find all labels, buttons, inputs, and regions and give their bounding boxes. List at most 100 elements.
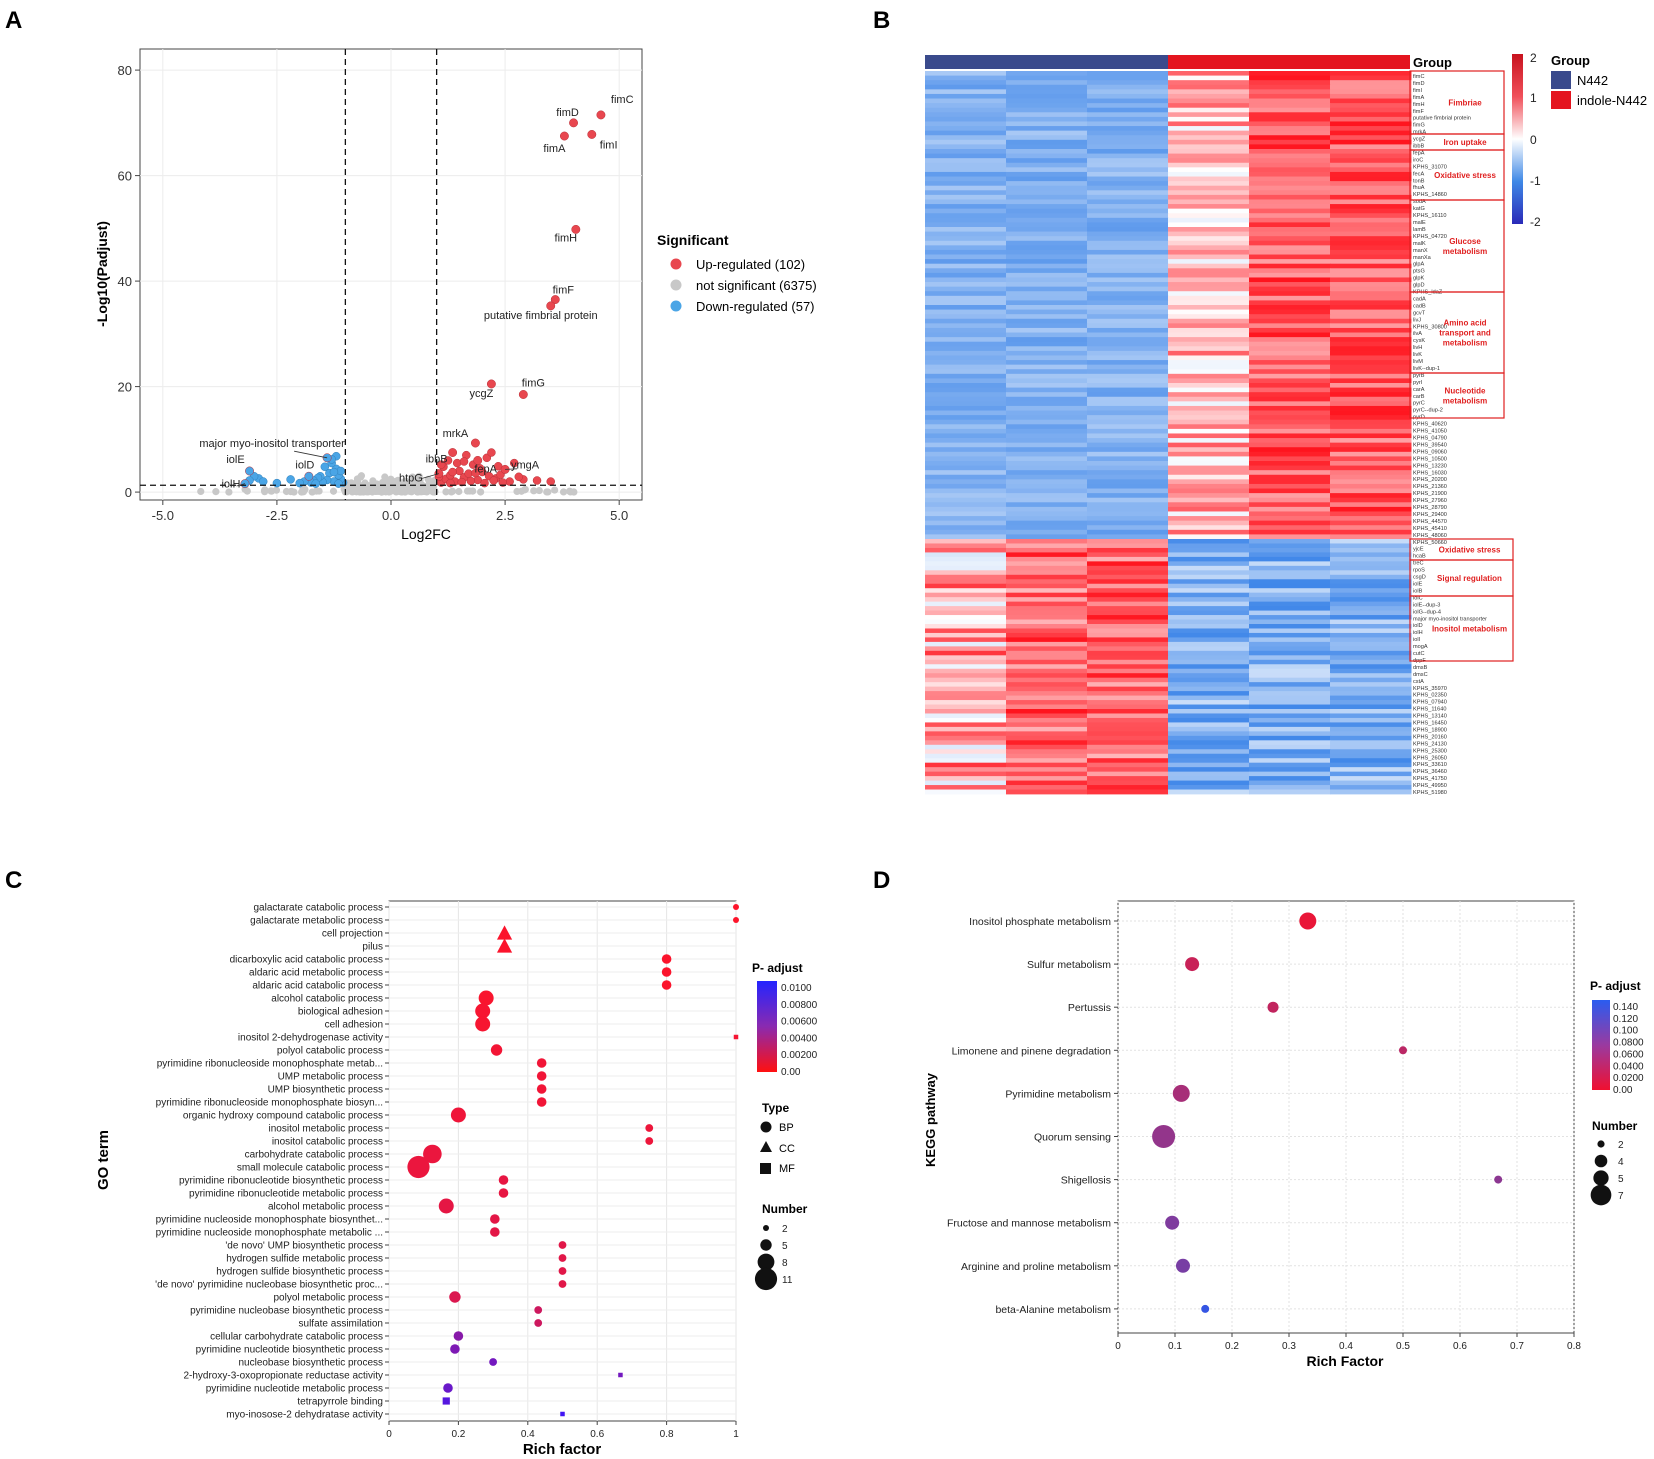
go-point-bp (558, 1254, 567, 1262)
heatmap-cell (1087, 451, 1169, 457)
ns-point (353, 475, 362, 483)
heatmap-cell (1087, 785, 1169, 790)
heatmap-cell (1087, 158, 1169, 164)
heatmap-cell (1006, 447, 1088, 453)
heatmap-cell (925, 144, 1007, 150)
heatmap-cell (925, 153, 1007, 159)
heatmap-cell (1330, 369, 1412, 375)
heatmap-cell (1249, 419, 1331, 425)
heatmap-cell (1168, 740, 1250, 746)
heatmap-cell (1330, 780, 1412, 786)
heatmap-cell (1006, 419, 1088, 425)
heatmap-cell (1006, 337, 1088, 343)
heatmap-row-label: cadA (1413, 296, 1426, 302)
heatmap-cell (925, 213, 1007, 219)
heatmap-cell (1168, 713, 1250, 719)
heatmap-cell (925, 419, 1007, 425)
heatmap-cell (925, 461, 1007, 466)
heatmap-cell (1330, 268, 1412, 274)
heatmap-cell (1168, 217, 1250, 223)
heatmap-cell (925, 126, 1007, 132)
heatmap-cell (1249, 601, 1331, 607)
heatmap-cell (1249, 493, 1331, 499)
heatmap-cell (1330, 673, 1412, 679)
heatmap-cell (1006, 780, 1088, 786)
heatmap-cell (1087, 511, 1169, 517)
heatmap-row-label: dmsB (1413, 665, 1428, 671)
heatmap-cell (1168, 442, 1250, 448)
heatmap-cell (1087, 263, 1169, 269)
heatmap-cell (1330, 240, 1412, 246)
heatmap-cell (1006, 677, 1088, 683)
heatmap-cell (1006, 673, 1088, 679)
kegg-size-marker (1594, 1154, 1608, 1168)
heatmap-cell (1087, 474, 1169, 480)
heatmap-cell (925, 686, 1007, 692)
heatmap-cell (1249, 574, 1331, 580)
heatmap-cell (1087, 181, 1169, 187)
heatmap-cell (1168, 199, 1250, 205)
heatmap-cell (1006, 327, 1088, 333)
go-color-tick-label: 0.00600 (781, 1017, 818, 1028)
up-point (487, 448, 496, 457)
heatmap-cell (1330, 516, 1412, 522)
heatmap-cell (925, 483, 1007, 489)
kegg-color-tick-label: 0.0400 (1613, 1061, 1644, 1072)
heatmap-cell (1249, 709, 1331, 714)
heatmap-cell (1330, 360, 1412, 366)
ns-point (282, 487, 291, 496)
volcano-point-label: fimD (556, 107, 579, 119)
heatmap-cell (1168, 474, 1250, 480)
heatmap-cell (1168, 461, 1250, 466)
heatmap-cell (925, 332, 1007, 338)
heatmap-cell (925, 771, 1007, 777)
heatmap-cell (1087, 488, 1169, 494)
heatmap-cell (925, 579, 1007, 585)
heatmap-cell (925, 619, 1007, 625)
heatmap-cell (925, 465, 1007, 471)
heatmap-row-label: KPHS_14860 (1413, 192, 1447, 198)
heatmap-cell (1168, 144, 1250, 150)
heatmap-cell (1330, 227, 1412, 232)
heatmap-row-label: fecA (1413, 171, 1424, 177)
heatmap-cell (1087, 664, 1169, 670)
heatmap-cell (1087, 139, 1169, 145)
heatmap-cell (1330, 655, 1412, 661)
heatmap-cell (1249, 744, 1331, 750)
heatmap-cell (1168, 93, 1250, 99)
heatmap-cell (1249, 583, 1331, 589)
heatmap-cell (1006, 153, 1088, 159)
heatmap-cell (1330, 601, 1412, 607)
heatmap-cell (925, 360, 1007, 366)
go-term-label: 2-hydroxy-3-oxopropionate reductase acti… (183, 1371, 383, 1382)
heatmap-cell (1249, 121, 1331, 127)
heatmap-cell (1330, 121, 1412, 127)
heatmap-cell (1249, 539, 1331, 544)
category-label: Inositol metabolism (1432, 625, 1507, 634)
heatmap-cell (925, 149, 1007, 154)
up-point (546, 477, 555, 486)
go-size-label: 8 (782, 1258, 788, 1269)
label-leader-line (294, 450, 328, 459)
heatmap-cell (1006, 691, 1088, 696)
ns-point (530, 487, 538, 495)
heatmap-cell (1006, 547, 1088, 553)
go-point-bp (498, 1175, 509, 1185)
heatmap-cell (1249, 655, 1331, 661)
heatmap-cell (925, 534, 1007, 540)
heatmap-cell (925, 194, 1007, 200)
heatmap-cell (1087, 291, 1169, 297)
heatmap-cell (1168, 483, 1250, 489)
heatmap-cell (1330, 610, 1412, 616)
heatmap-cell (1006, 583, 1088, 589)
heatmap-cell (1330, 263, 1412, 269)
heatmap-row-label: KPHS_51980 (1413, 790, 1447, 796)
heatmap-cell (1249, 561, 1331, 567)
heatmap-cell (1249, 107, 1331, 113)
heatmap-cell (925, 158, 1007, 164)
heatmap-cell (1087, 637, 1169, 643)
go-enrichment-plot: galactarate catabolic process galactarate… (95, 900, 818, 1458)
heatmap-cell (925, 704, 1007, 710)
heatmap-cell (1006, 107, 1088, 113)
heatmap-cell (1168, 516, 1250, 522)
